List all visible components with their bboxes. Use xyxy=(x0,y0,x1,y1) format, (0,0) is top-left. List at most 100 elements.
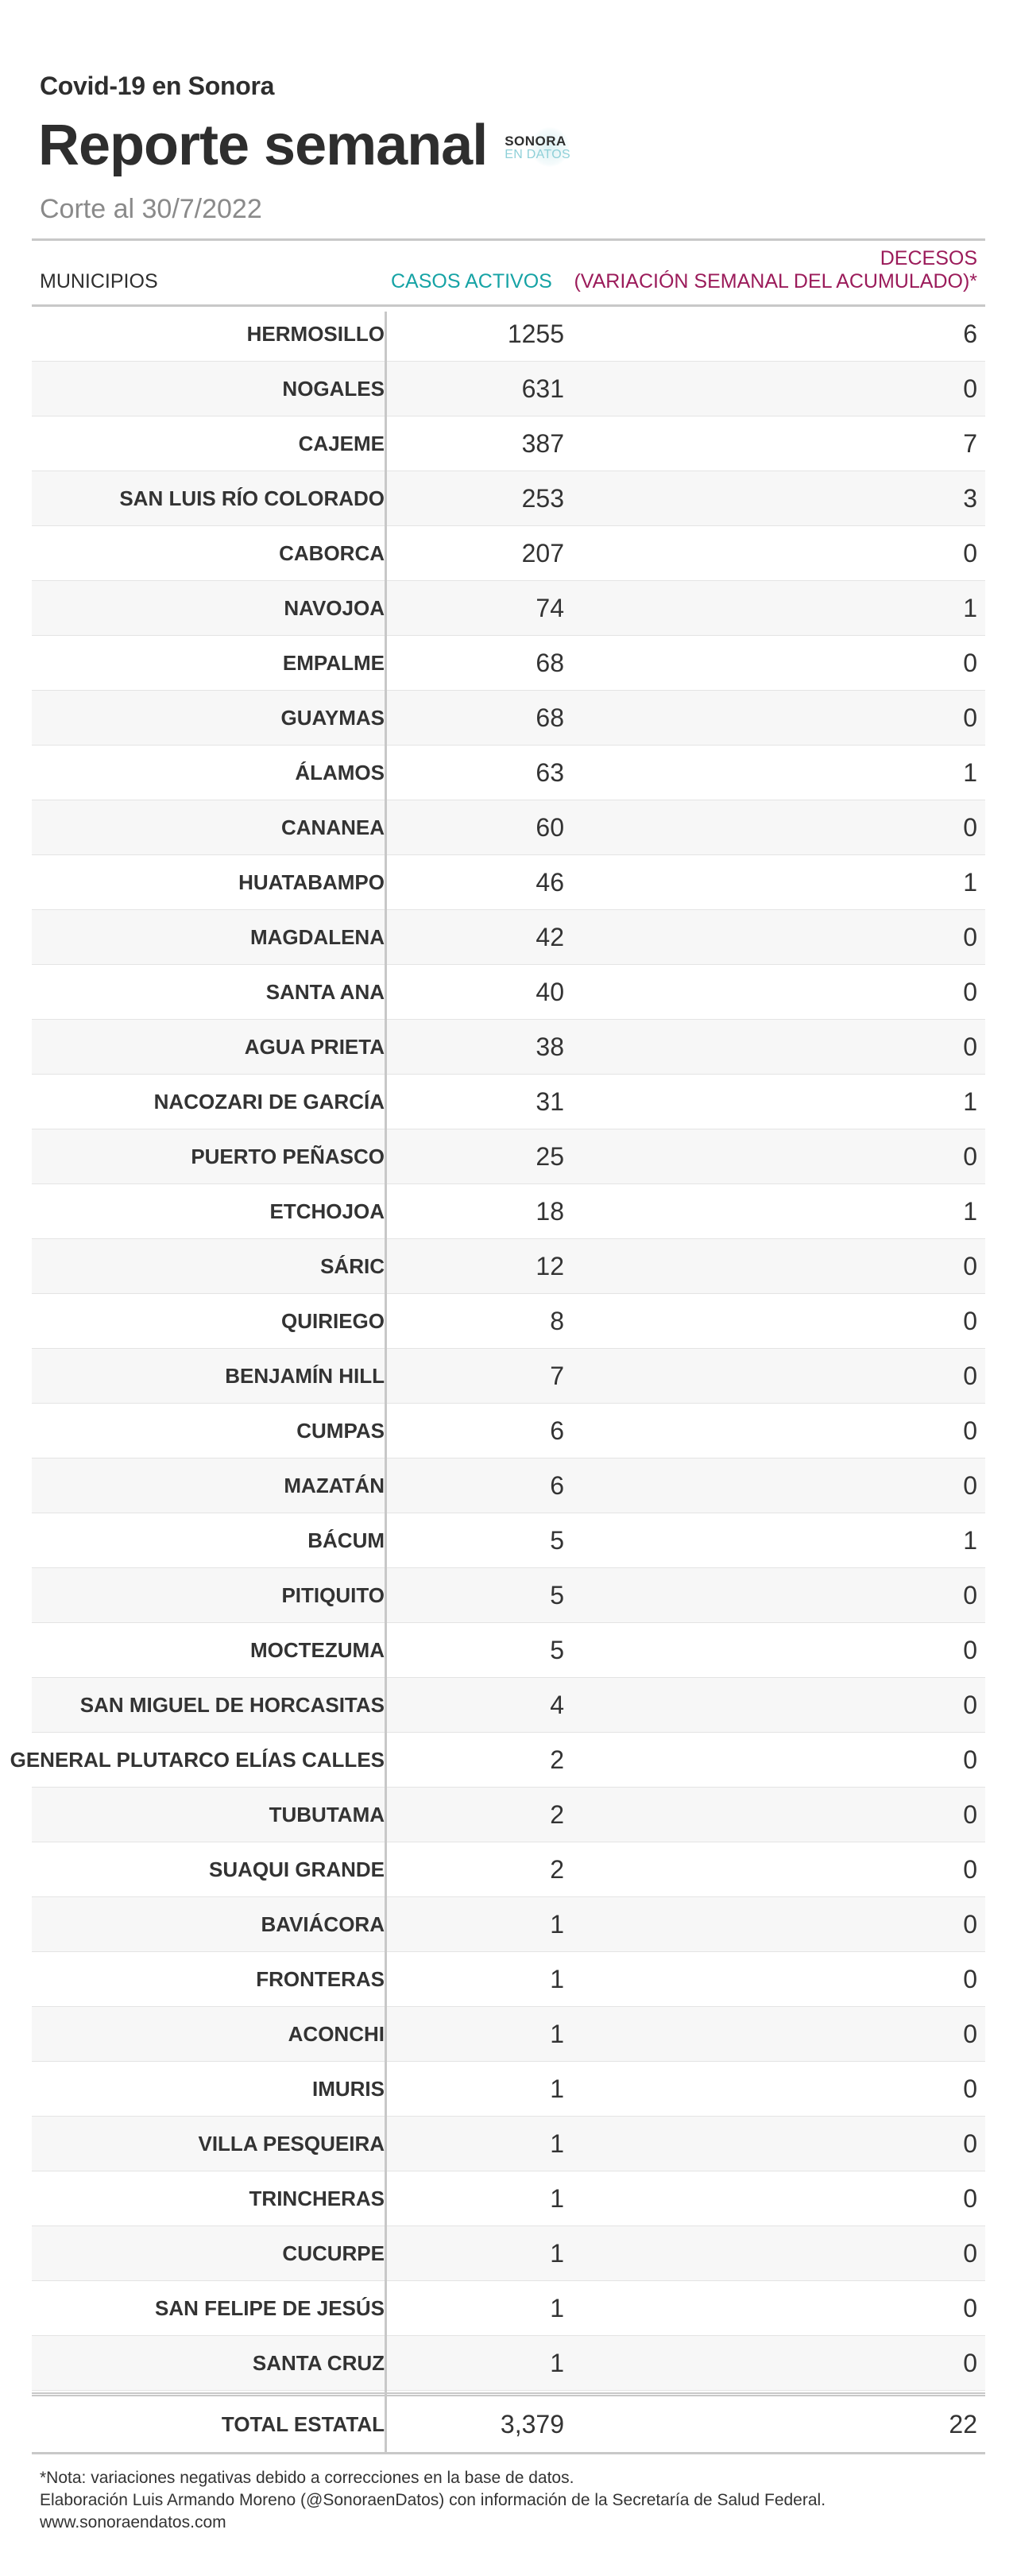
table-row: CAJEME 387 7 xyxy=(32,416,985,471)
decesos-cell: 1 xyxy=(963,868,977,897)
sonora-en-datos-logo: SONORA EN DATOS xyxy=(501,127,573,167)
decesos-cell: 0 xyxy=(963,1636,977,1664)
municipio-cell: ACONCHI xyxy=(288,2022,385,2046)
table-row: HERMOSILLO 1255 6 xyxy=(32,307,985,362)
casos-cell: 7 xyxy=(550,1362,564,1390)
decesos-cell: 0 xyxy=(963,923,977,951)
decesos-cell: 0 xyxy=(963,1307,977,1335)
table-row: CANANEA 60 0 xyxy=(32,800,985,855)
total-decesos: 22 xyxy=(949,2410,977,2438)
table-row: BAVIÁCORA 1 0 xyxy=(32,1897,985,1952)
municipio-cell: NOGALES xyxy=(282,377,385,401)
municipio-cell: AGUA PRIETA xyxy=(244,1035,385,1059)
decesos-cell: 0 xyxy=(963,2020,977,2048)
table-row: EMPALME 68 0 xyxy=(32,636,985,691)
municipio-cell: QUIRIEGO xyxy=(280,1309,385,1333)
decesos-cell: 0 xyxy=(963,1910,977,1939)
header-casos-activos: CASOS ACTIVOS xyxy=(391,270,552,292)
municipio-cell: BÁCUM xyxy=(307,1528,385,1552)
casos-cell: 68 xyxy=(536,703,564,732)
municipio-cell: VILLA PESQUEIRA xyxy=(198,2132,385,2156)
casos-cell: 2 xyxy=(550,1800,564,1829)
casos-cell: 46 xyxy=(536,868,564,897)
municipio-cell: BENJAMÍN HILL xyxy=(225,1364,385,1388)
decesos-cell: 0 xyxy=(963,374,977,403)
table-row: MOCTEZUMA 5 0 xyxy=(32,1623,985,1678)
casos-cell: 5 xyxy=(550,1581,564,1610)
casos-cell: 38 xyxy=(536,1032,564,1061)
table-row: SAN LUIS RÍO COLORADO 253 3 xyxy=(32,471,985,526)
casos-cell: 5 xyxy=(550,1636,564,1664)
casos-cell: 40 xyxy=(536,978,564,1006)
municipio-cell: BAVIÁCORA xyxy=(261,1912,385,1936)
municipio-cell: SAN MIGUEL DE HORCASITAS xyxy=(79,1693,385,1717)
casos-cell: 253 xyxy=(521,484,564,513)
municipio-cell: SAN LUIS RÍO COLORADO xyxy=(119,486,385,510)
table-row: SAN MIGUEL DE HORCASITAS 4 0 xyxy=(32,1678,985,1733)
table-row: SUAQUI GRANDE 2 0 xyxy=(32,1842,985,1897)
decesos-cell: 0 xyxy=(963,2129,977,2158)
municipio-cell: CANANEA xyxy=(281,815,385,839)
decesos-cell: 1 xyxy=(963,1197,977,1226)
table-row: PITIQUITO 5 0 xyxy=(32,1568,985,1623)
municipio-cell: HERMOSILLO xyxy=(246,322,385,346)
decesos-cell: 0 xyxy=(963,813,977,842)
municipio-cell: FRONTERAS xyxy=(256,1967,385,1991)
table-row: SANTA CRUZ 1 0 xyxy=(32,2336,985,2391)
casos-cell: 1 xyxy=(550,1965,564,1993)
table-row: SÁRIC 12 0 xyxy=(32,1239,985,1294)
table-row: ETCHOJOA 18 1 xyxy=(32,1184,985,1239)
table-row: NAVOJOA 74 1 xyxy=(32,581,985,636)
casos-cell: 74 xyxy=(536,594,564,622)
municipio-cell: HUATABAMPO xyxy=(238,870,385,894)
casos-cell: 1 xyxy=(550,2239,564,2268)
municipio-cell: NACOZARI DE GARCÍA xyxy=(153,1090,385,1114)
decesos-cell: 0 xyxy=(963,1745,977,1774)
total-casos: 3,379 xyxy=(500,2410,564,2438)
logo-line2: EN DATOS xyxy=(505,148,570,161)
table-row: MAZATÁN 6 0 xyxy=(32,1458,985,1513)
casos-cell: 68 xyxy=(536,649,564,677)
municipio-cell: MAZATÁN xyxy=(284,1474,385,1497)
municipio-cell: CAJEME xyxy=(298,432,385,455)
table-body: HERMOSILLO 1255 6 NOGALES 631 0 CAJEME 387 7 SAN … xyxy=(10,307,985,2391)
municipio-cell: MOCTEZUMA xyxy=(250,1638,385,1662)
page-title: Reporte semanal xyxy=(38,114,488,177)
table-row: CABORCA 207 0 xyxy=(32,526,985,581)
decesos-cell: 0 xyxy=(963,978,977,1006)
municipio-cell: EMPALME xyxy=(282,651,385,675)
table-row: GENERAL PLUTARCO ELÍAS CALLES 2 0 xyxy=(10,1733,985,1788)
decesos-cell: 6 xyxy=(963,320,977,348)
decesos-cell: 0 xyxy=(963,1471,977,1500)
decesos-cell: 3 xyxy=(963,484,977,513)
table-row: CUCURPE 1 0 xyxy=(32,2226,985,2281)
decesos-cell: 1 xyxy=(963,758,977,787)
municipio-cell: SANTA CRUZ xyxy=(252,2351,385,2375)
decesos-cell: 1 xyxy=(963,1087,977,1116)
decesos-cell: 0 xyxy=(963,2294,977,2322)
municipio-cell: SUAQUI GRANDE xyxy=(208,1857,385,1881)
column-divider xyxy=(385,312,387,2454)
table-row: NACOZARI DE GARCÍA 31 1 xyxy=(32,1075,985,1129)
casos-cell: 1 xyxy=(550,1910,564,1939)
table-row: MAGDALENA 42 0 xyxy=(32,910,985,965)
decesos-cell: 0 xyxy=(963,539,977,567)
table-row: TRINCHERAS 1 0 xyxy=(32,2171,985,2226)
logo-line1: SONORA xyxy=(505,134,567,149)
table-row: PUERTO PEÑASCO 25 0 xyxy=(32,1129,985,1184)
table-row: VILLA PESQUEIRA 1 0 xyxy=(32,2117,985,2171)
footer-credit: Elaboración Luis Armando Moreno (@Sonora… xyxy=(40,2491,826,2509)
casos-cell: 8 xyxy=(550,1307,564,1335)
table-row: BENJAMÍN HILL 7 0 xyxy=(32,1349,985,1404)
municipio-cell: CUMPAS xyxy=(296,1419,385,1443)
decesos-cell: 0 xyxy=(963,703,977,732)
casos-cell: 6 xyxy=(550,1416,564,1445)
decesos-cell: 0 xyxy=(963,1691,977,1719)
casos-cell: 18 xyxy=(536,1197,564,1226)
municipio-cell: IMURIS xyxy=(312,2077,385,2101)
municipio-cell: PITIQUITO xyxy=(281,1583,385,1607)
table-row: ACONCHI 1 0 xyxy=(32,2007,985,2062)
table-row: NOGALES 631 0 xyxy=(32,362,985,416)
municipio-cell: MAGDALENA xyxy=(250,925,385,949)
municipio-cell: GENERAL PLUTARCO ELÍAS CALLES xyxy=(10,1748,385,1772)
